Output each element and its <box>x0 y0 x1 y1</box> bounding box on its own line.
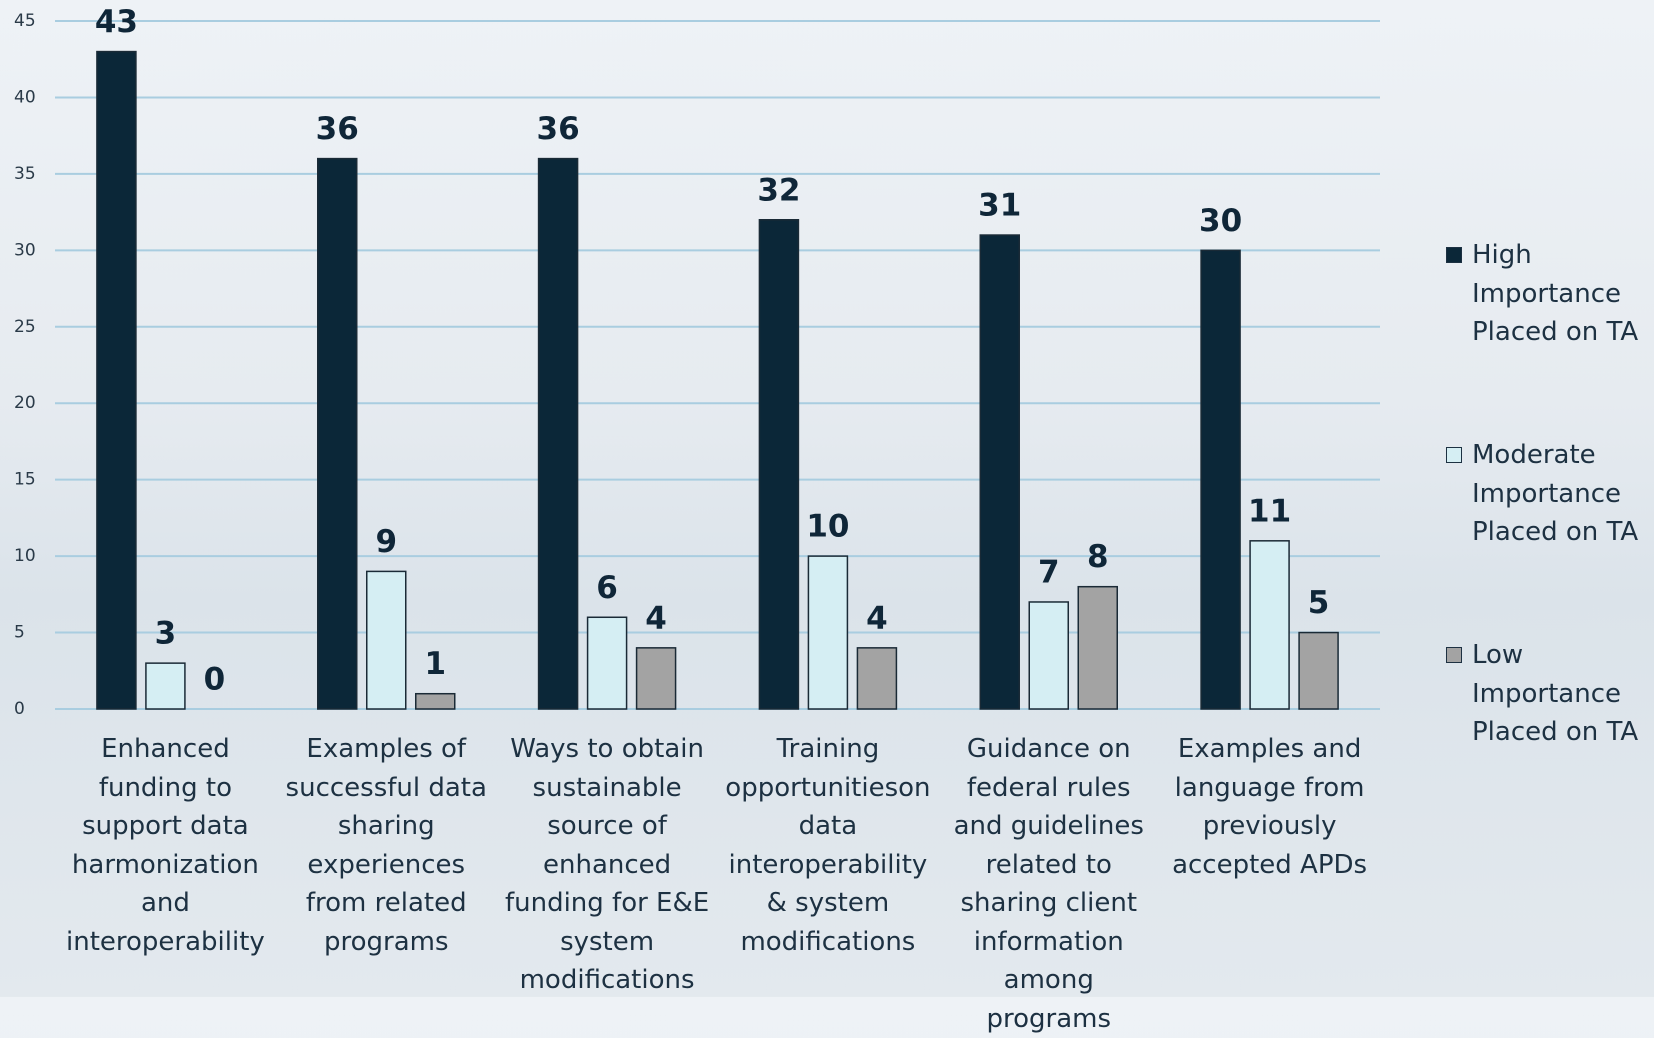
bar <box>856 647 898 710</box>
bar <box>366 570 407 710</box>
value-label: 5 <box>1308 585 1330 621</box>
bar <box>758 219 800 710</box>
y-tick-label: 45 <box>14 11 36 31</box>
bar <box>1249 540 1290 710</box>
value-label: 3 <box>155 616 177 652</box>
bar <box>145 662 186 710</box>
x-tick-label: Training opportunitieson data interopera… <box>725 734 931 957</box>
value-label: 8 <box>1087 539 1109 575</box>
value-label: 9 <box>375 524 397 560</box>
y-tick-label: 0 <box>14 699 25 719</box>
value-label: 6 <box>596 570 618 606</box>
legend-label: High Importance Placed on TA <box>1472 240 1639 347</box>
value-label: 36 <box>316 111 359 147</box>
bar <box>537 157 579 710</box>
y-tick-label: 20 <box>14 393 36 413</box>
y-tick-label: 30 <box>14 240 36 260</box>
value-label: 7 <box>1038 554 1060 590</box>
legend-swatch <box>1446 647 1462 663</box>
bar <box>1077 585 1118 710</box>
y-tick-label: 15 <box>14 470 36 490</box>
x-tick-label: Enhanced funding to support data harmoni… <box>66 734 265 957</box>
bar <box>1298 631 1339 710</box>
y-tick-label: 35 <box>14 164 36 184</box>
value-label: 10 <box>806 509 849 545</box>
legend-label: Low Importance Placed on TA <box>1472 640 1639 747</box>
value-label: 31 <box>978 188 1021 224</box>
value-label: 1 <box>424 646 446 682</box>
x-tick-label: Guidance on federal rules and guidelines… <box>953 734 1144 1034</box>
value-label: 4 <box>866 600 888 636</box>
bar <box>96 50 137 710</box>
legend-swatch <box>1446 247 1462 263</box>
bar <box>1200 249 1241 710</box>
legend-label: Moderate Importance Placed on TA <box>1472 440 1639 547</box>
legend-swatch <box>1446 447 1462 463</box>
value-label: 30 <box>1199 203 1242 239</box>
y-tick-label: 10 <box>14 546 36 566</box>
value-label: 36 <box>537 111 580 147</box>
value-label: 32 <box>757 172 800 208</box>
value-label: 43 <box>95 4 138 40</box>
x-tick-label: Examples of successful data sharing expe… <box>285 734 487 957</box>
bar <box>415 692 456 710</box>
y-tick-label: 40 <box>14 87 36 107</box>
bar <box>586 616 628 710</box>
value-label: 0 <box>204 662 226 698</box>
x-tick-label: Ways to obtain sustainable source of enh… <box>504 734 710 995</box>
bar <box>1028 601 1069 710</box>
y-tick-label: 25 <box>14 317 36 337</box>
bar <box>317 157 358 710</box>
y-tick-label: 5 <box>14 623 25 643</box>
bar <box>979 234 1020 710</box>
x-tick-label: Examples and language from previously ac… <box>1172 734 1368 880</box>
value-label: 11 <box>1248 493 1291 529</box>
bar <box>807 555 849 710</box>
value-label: 4 <box>645 600 667 636</box>
bar <box>635 647 677 710</box>
